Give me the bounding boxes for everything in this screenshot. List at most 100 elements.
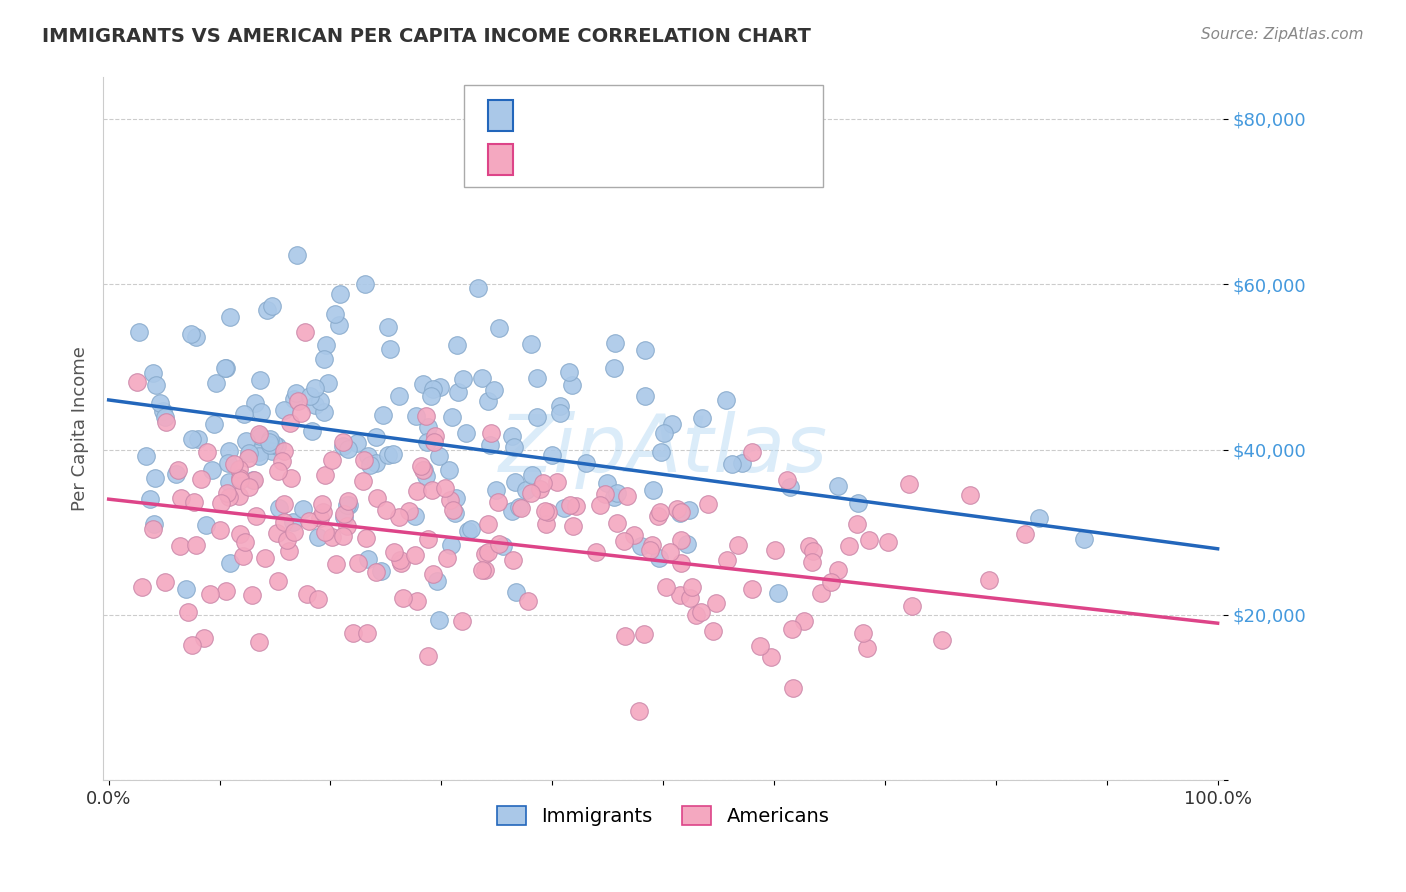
Point: [323, 307, 346, 321]
Point: [142, 367, 165, 381]
Point: [131, 580, 153, 594]
Point: [280, 417, 302, 431]
Point: [485, 483, 508, 497]
Point: [503, 440, 526, 454]
Point: [451, 372, 474, 386]
Point: [508, 500, 530, 515]
Point: [290, 406, 312, 420]
Point: [641, 538, 664, 552]
Point: [298, 389, 321, 403]
Point: [357, 450, 380, 464]
Point: [250, 405, 273, 419]
Point: [166, 462, 188, 476]
Point: [336, 519, 359, 533]
Point: [447, 384, 470, 399]
Point: [1028, 510, 1050, 524]
Point: [741, 444, 763, 458]
Point: [603, 490, 626, 504]
Point: [486, 495, 509, 509]
Point: [613, 629, 636, 643]
Point: [291, 501, 314, 516]
Point: [354, 531, 377, 545]
Point: [846, 496, 869, 510]
Point: [716, 393, 738, 408]
Point: [613, 534, 636, 549]
Point: [135, 450, 157, 464]
Point: [218, 310, 240, 325]
Point: [416, 532, 439, 546]
Point: [356, 626, 378, 640]
Text: N =: N =: [633, 106, 690, 124]
Point: [858, 533, 880, 547]
Point: [301, 424, 323, 438]
Point: [628, 704, 651, 718]
Point: [366, 430, 388, 444]
Point: [548, 407, 571, 421]
Point: [780, 622, 803, 636]
Point: [200, 586, 222, 600]
Point: [676, 537, 699, 551]
Point: [321, 530, 343, 544]
Point: [347, 556, 370, 570]
Point: [474, 547, 496, 561]
Point: [801, 555, 824, 569]
Point: [411, 458, 433, 473]
Point: [671, 533, 693, 547]
Point: [690, 606, 713, 620]
Point: [321, 452, 343, 467]
Point: [222, 458, 245, 472]
Point: [228, 462, 250, 476]
Point: [232, 549, 254, 563]
Point: [285, 248, 308, 262]
Point: [267, 574, 290, 588]
Point: [308, 393, 330, 408]
Point: [138, 491, 160, 506]
Point: [233, 407, 256, 421]
Point: [820, 575, 842, 590]
Point: [1073, 532, 1095, 546]
Point: [471, 563, 494, 577]
Point: [193, 631, 215, 645]
Point: [492, 539, 515, 553]
Point: [346, 436, 368, 450]
Point: [526, 409, 548, 424]
Point: [548, 399, 571, 413]
Point: [315, 338, 337, 352]
Point: [190, 472, 212, 486]
Point: [277, 544, 299, 558]
Point: [685, 608, 707, 623]
Point: [669, 588, 692, 602]
Point: [143, 516, 166, 531]
Point: [219, 556, 242, 570]
Point: [353, 453, 375, 467]
Point: [262, 443, 284, 458]
Point: [474, 563, 496, 577]
Point: [779, 480, 801, 494]
Point: [238, 480, 260, 494]
Point: [415, 409, 437, 423]
Text: N =: N =: [633, 151, 690, 169]
Point: [269, 501, 291, 516]
Point: [381, 447, 404, 461]
Point: [391, 591, 413, 606]
Point: [186, 330, 208, 344]
Point: [706, 597, 728, 611]
Point: [311, 497, 333, 511]
Point: [259, 438, 281, 452]
Point: [247, 427, 270, 442]
Point: [501, 504, 523, 518]
Point: [634, 343, 657, 357]
Point: [623, 528, 645, 542]
Point: [479, 426, 502, 441]
Point: [503, 475, 526, 490]
Point: [721, 458, 744, 472]
Point: [388, 553, 411, 567]
Point: [425, 428, 447, 442]
Point: [276, 533, 298, 547]
Point: [165, 467, 187, 481]
Point: [247, 635, 270, 649]
Point: [558, 365, 581, 379]
Point: [228, 473, 250, 487]
Point: [444, 507, 467, 521]
Point: [259, 433, 281, 447]
